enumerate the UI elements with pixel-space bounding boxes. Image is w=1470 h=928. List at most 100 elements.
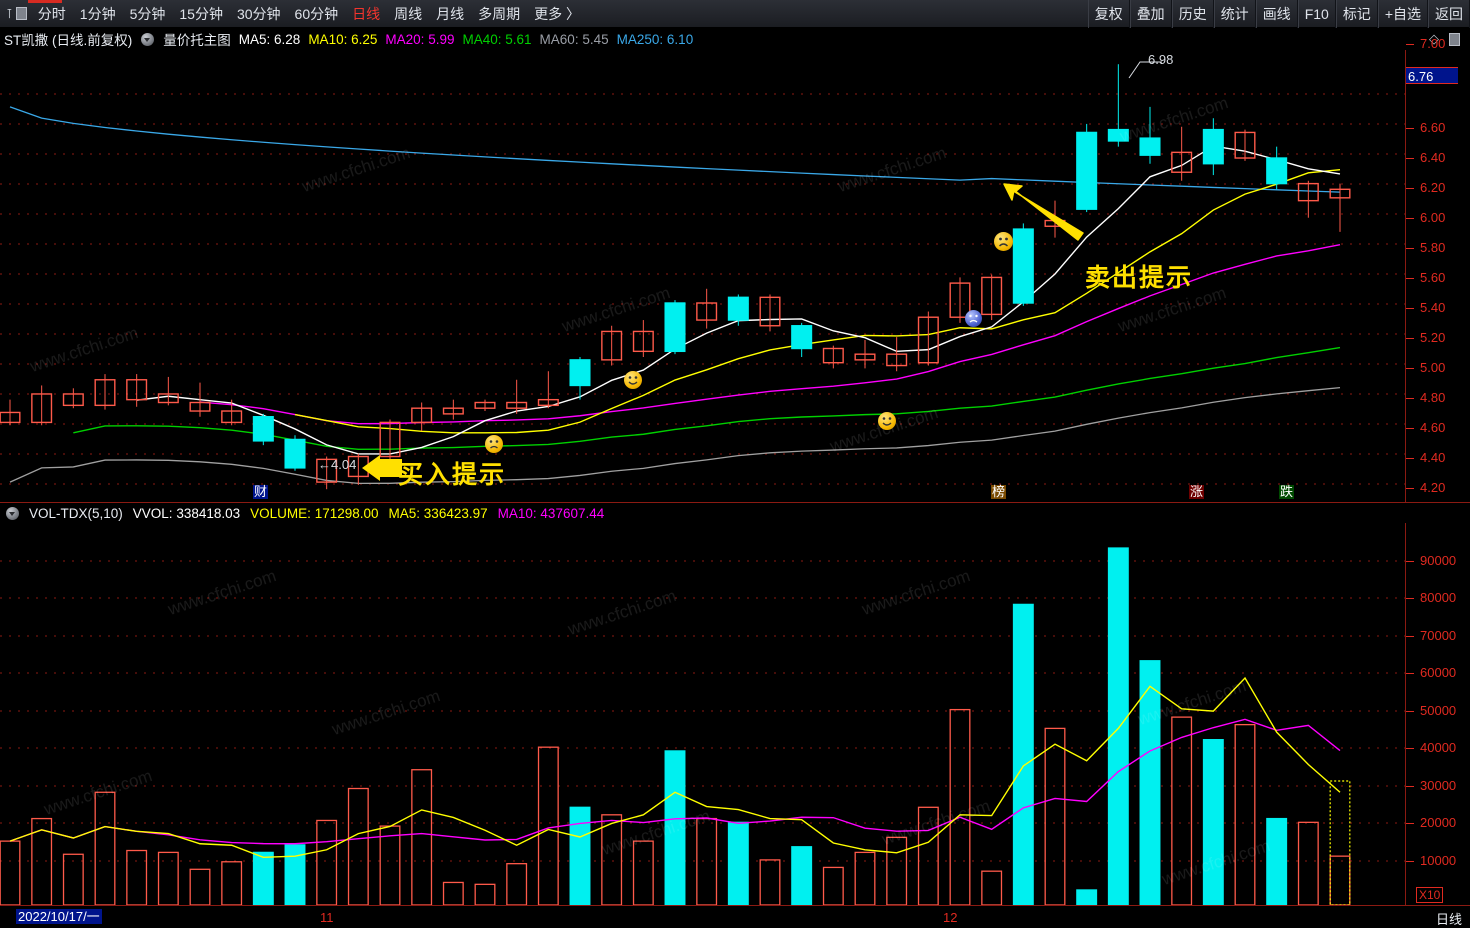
candle-body: [379, 421, 401, 458]
candle-body: [94, 379, 116, 407]
volume-tick-mark: [1406, 861, 1414, 862]
action-diejia[interactable]: 叠加: [1129, 0, 1172, 28]
volume-bar: [1012, 603, 1034, 905]
panel-layout-icon[interactable]: [1449, 32, 1460, 46]
period-selector-icon[interactable]: ⊺: [0, 6, 31, 22]
volume-bar: [1044, 727, 1066, 905]
diamond-icon[interactable]: ◇: [1429, 31, 1439, 46]
mark-zhang[interactable]: 涨: [1189, 484, 1205, 499]
active-window-tab[interactable]: [28, 0, 62, 3]
period-more[interactable]: 更多 〉: [534, 5, 580, 22]
volume-bar: [316, 819, 338, 905]
volume-bar: [379, 825, 401, 905]
volume-tick-mark: [1406, 561, 1414, 562]
volume-bar: [1234, 723, 1256, 905]
ma10-label: MA10:: [308, 31, 348, 47]
vol-indicator-name[interactable]: VOL-TDX(5,10): [29, 505, 123, 521]
price-tick-mark: [1406, 308, 1414, 309]
high-price-leader-line: [1128, 61, 1162, 79]
volume-bar: [1076, 889, 1098, 905]
period-60min[interactable]: 60分钟: [294, 5, 339, 22]
action-tongji[interactable]: 统计: [1213, 0, 1256, 28]
volume-chart-svg: [0, 547, 1405, 905]
volume-ma5-line: [9, 676, 1341, 858]
sell-hint-arrow: [1003, 183, 1084, 241]
volume-tick-mark: [1406, 748, 1414, 749]
candle-body: [316, 458, 338, 483]
candle-body: [157, 393, 179, 404]
volume-tick: 10000: [1420, 853, 1457, 868]
volume-bar: [696, 817, 718, 905]
price-gridlines: [0, 93, 1405, 485]
volume-axis[interactable]: 90000 80000 70000 60000 50000 40000 30000 20000…: [1405, 523, 1470, 905]
price-axis[interactable]: 7.00 6.60 6.40 6.20 6.00 5.80 5.60 5.40 5.20 5.00…: [1405, 36, 1470, 525]
period-fenshi[interactable]: 分时: [37, 5, 66, 22]
candle-body: [0, 411, 21, 424]
price-chart-svg: [0, 64, 1405, 490]
price-tick: 4.60: [1420, 420, 1446, 435]
action-add-favorite[interactable]: +自选: [1377, 0, 1428, 28]
action-fuquan[interactable]: 复权: [1087, 0, 1130, 28]
candle-body: [1107, 128, 1129, 142]
action-biaoji[interactable]: 标记: [1335, 0, 1378, 28]
period-monthly[interactable]: 月线: [436, 5, 465, 22]
signal-smile-face-icon: [878, 412, 896, 430]
action-f10[interactable]: F10: [1297, 0, 1336, 28]
period-1min[interactable]: 1分钟: [79, 5, 116, 22]
mark-cai[interactable]: 财: [253, 484, 269, 499]
mark-die[interactable]: 跌: [1279, 484, 1295, 499]
indicator-name[interactable]: 量价托主图: [163, 33, 231, 48]
candlestick-series: [0, 64, 1351, 490]
period-multi[interactable]: 多周期: [478, 5, 521, 22]
candle-body: [1202, 128, 1224, 165]
volume-tick: 30000: [1420, 778, 1457, 793]
candle-body: [696, 302, 718, 321]
candle-body: [284, 438, 306, 469]
candle-body: [854, 353, 876, 361]
candle-body: [474, 401, 496, 409]
price-tick: 5.60: [1420, 270, 1446, 285]
volume-projection-box: [1329, 780, 1351, 905]
volume-bar: [949, 708, 971, 905]
signal-smile-face-icon: [624, 371, 642, 389]
candle-body: [252, 416, 274, 442]
volma10-path: [9, 718, 1341, 845]
volume-chart-pane[interactable]: www.cfchi.com www.cfchi.com www.cfchi.co…: [0, 523, 1405, 905]
period-5min[interactable]: 5分钟: [129, 5, 166, 22]
price-tick: 6.20: [1420, 180, 1446, 195]
period-daily[interactable]: 日线: [352, 5, 381, 22]
volume-bar: [759, 859, 781, 905]
volma5-path: [9, 676, 1341, 858]
period-30min[interactable]: 30分钟: [236, 5, 281, 22]
chevron-down-circle-icon[interactable]: [141, 32, 155, 46]
period-15min[interactable]: 15分钟: [179, 5, 223, 22]
chevron-down-circle-icon[interactable]: [6, 506, 19, 520]
ma40-label: MA40:: [462, 31, 502, 47]
price-chart-pane[interactable]: www.cfchi.com www.cfchi.com www.cfchi.co…: [0, 50, 1405, 502]
action-back[interactable]: 返回: [1428, 0, 1470, 28]
mark-bang[interactable]: 榜: [991, 484, 1007, 499]
ma5-label: MA5:: [238, 31, 271, 47]
volume-bar: [62, 853, 84, 905]
ma10-value: 6.25: [351, 31, 378, 47]
volume-info-line: VOL-TDX(5,10) VVOL: 338418.03 VOLUME: 17…: [0, 503, 1470, 523]
candle-body: [1171, 151, 1193, 173]
volume-bar: [1266, 817, 1288, 905]
sell-hint-text: 卖出提示: [1085, 264, 1194, 292]
price-tick-mark: [1406, 128, 1414, 129]
action-huaxian[interactable]: 画线: [1255, 0, 1298, 28]
volume-bar: [1171, 716, 1193, 905]
candle-body: [791, 325, 813, 350]
period-weekly[interactable]: 周线: [394, 5, 423, 22]
ma10-path: [294, 168, 1341, 434]
volume-bar: [822, 866, 844, 905]
ma20-value: 5.99: [428, 31, 455, 47]
ma5-value: 6.28: [274, 31, 301, 47]
volume-bar: [157, 851, 179, 905]
ma250-path: [9, 106, 1341, 193]
signal-frown-face-icon: [485, 435, 503, 453]
ma40-path: [73, 346, 1341, 450]
price-tick-mark: [1406, 248, 1414, 249]
price-tick: 4.20: [1420, 480, 1446, 495]
action-lishi[interactable]: 历史: [1171, 0, 1214, 28]
